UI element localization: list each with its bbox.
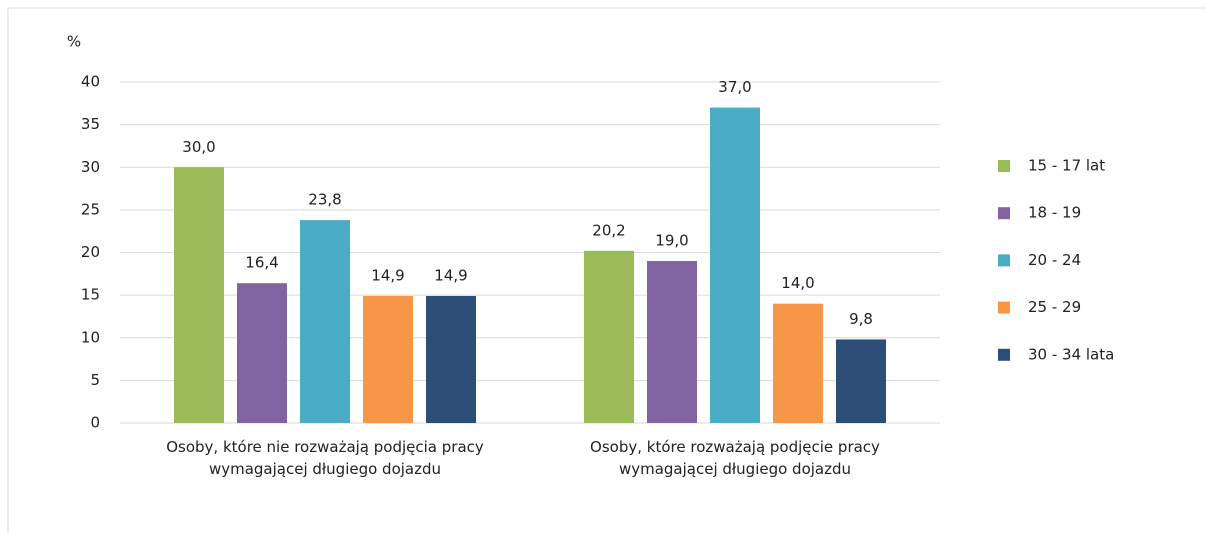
legend-label: 20 - 24 [1028, 251, 1081, 269]
y-tick-label: 10 [81, 328, 100, 346]
data-label: 37,0 [718, 78, 751, 96]
bar [300, 220, 350, 423]
y-tick-label: 25 [81, 200, 100, 218]
data-label: 14,9 [434, 266, 467, 284]
data-label: 14,0 [781, 274, 814, 292]
y-tick-label: 15 [81, 286, 100, 304]
data-label: 19,0 [655, 232, 688, 250]
data-label: 20,2 [592, 221, 625, 239]
data-label: 16,4 [245, 254, 278, 272]
bar [773, 303, 823, 423]
legend-label: 30 - 34 lata [1028, 345, 1114, 363]
legend-swatch [998, 348, 1010, 361]
legend-swatch [998, 301, 1010, 314]
bar [426, 295, 476, 423]
data-label: 14,9 [371, 266, 404, 284]
x-tick-label: Osoby, które nie rozważają podjęcia prac… [166, 438, 484, 478]
y-tick-label: 0 [90, 414, 100, 432]
data-label: 30,0 [182, 138, 215, 156]
y-tick-label: 5 [90, 371, 100, 389]
legend-label: 25 - 29 [1028, 298, 1081, 316]
y-tick-label: 40 [81, 73, 100, 91]
y-axis-label: % [67, 33, 81, 51]
x-tick-label: Osoby, które rozważają podjęcie pracy wy… [590, 438, 880, 478]
frame [7, 7, 1206, 533]
bar [237, 283, 287, 423]
bar [363, 295, 413, 423]
data-label: 23,8 [308, 191, 341, 209]
legend-swatch [998, 160, 1010, 172]
legend-label: 15 - 17 lat [1028, 157, 1105, 175]
data-label: 9,8 [849, 310, 873, 328]
legend-swatch [998, 254, 1010, 267]
bar [647, 261, 697, 423]
bar [584, 250, 634, 423]
bar [710, 107, 760, 423]
y-tick-label: 30 [81, 158, 100, 176]
legend-swatch [998, 207, 1010, 220]
y-tick-label: 35 [81, 115, 100, 133]
bar [174, 167, 224, 423]
y-tick-label: 20 [81, 243, 100, 261]
bar [836, 339, 886, 423]
legend-label: 18 - 19 [1028, 204, 1081, 222]
